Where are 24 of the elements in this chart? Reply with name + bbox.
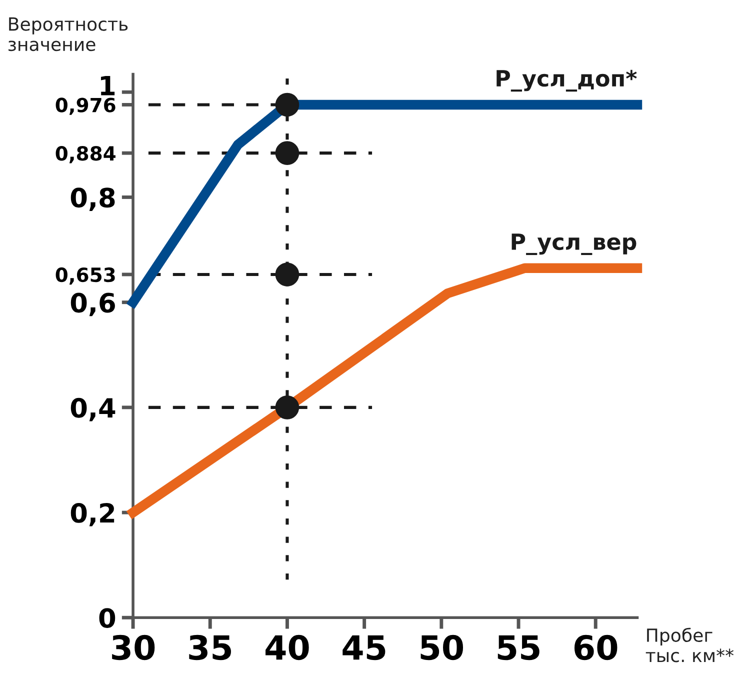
y-tick-label: 0,8 — [70, 188, 115, 211]
point — [275, 141, 300, 165]
x-tick-label: 50 — [420, 634, 464, 660]
y-tick-label: 0,4 — [70, 398, 116, 422]
x-tick-label: 40 — [266, 634, 309, 660]
x-tick-label: 60 — [574, 634, 618, 660]
x-tick-label: 55 — [498, 635, 540, 660]
x-tick-label: 35 — [189, 634, 231, 660]
y-tick-label: 1 — [100, 76, 115, 96]
y-axis-title: Вероятность значение — [8, 17, 128, 52]
series-label: P_усл_доп* — [496, 70, 637, 92]
y-tick-label: 0,884 — [56, 146, 116, 164]
point — [275, 262, 300, 286]
x-axis-title: Пробег тыс. км** — [646, 628, 734, 662]
point — [275, 396, 300, 420]
x-tick-label: 30 — [112, 634, 155, 660]
y-tick-label: 0,2 — [70, 502, 114, 526]
series-label: P_усл_вер — [512, 234, 636, 256]
y-tick-label: 0,653 — [56, 267, 115, 285]
point — [275, 92, 300, 117]
y-tick-label: 0 — [99, 608, 116, 628]
x-tick-label: 45 — [342, 635, 386, 660]
y-tick-label: 0,6 — [70, 292, 115, 316]
y-tick-label: 0,976 — [56, 98, 116, 115]
